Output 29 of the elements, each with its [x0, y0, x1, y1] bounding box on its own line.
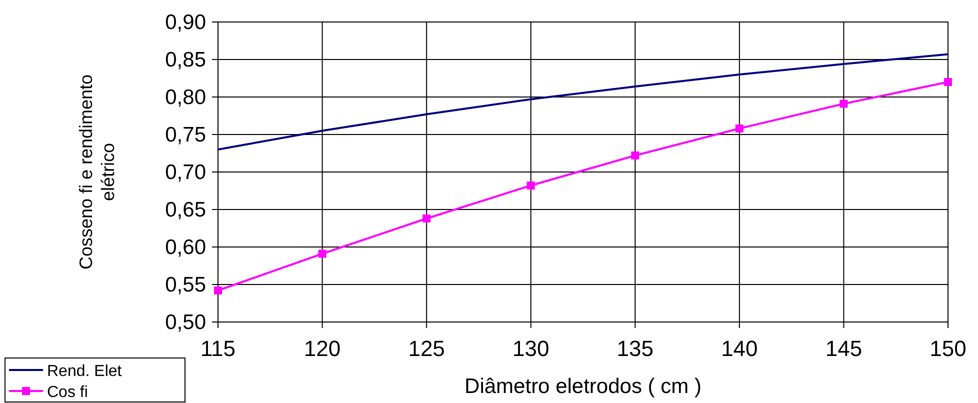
point	[735, 124, 744, 132]
y-tick-label: 0,90	[165, 11, 206, 34]
y-axis-title: Cosseno fi e rendimento elétrico	[76, 74, 118, 270]
y-tick-label: 0,85	[165, 48, 206, 72]
y-tick-label: 0,55	[165, 274, 206, 296]
point	[318, 250, 326, 258]
y-tick-label: 0,60	[165, 236, 206, 259]
y-tick-label: 0,75	[165, 124, 206, 146]
x-tick-label: 135	[616, 336, 654, 361]
point	[631, 152, 640, 160]
y-tick-label: 0,70	[165, 161, 206, 184]
x-axis-title: Diâmetro eletrodos ( cm )	[464, 375, 702, 398]
x-tick-label: 140	[721, 336, 758, 361]
point	[214, 286, 222, 294]
x-tick-label: 145	[825, 336, 862, 361]
point	[526, 182, 535, 190]
legend-label: Cos fi	[47, 384, 88, 401]
y-tick-label: 0,50	[165, 311, 206, 334]
point	[944, 78, 952, 86]
y-tick-label: 0,65	[165, 198, 206, 222]
point	[840, 100, 848, 108]
x-tick-label: 120	[304, 336, 341, 361]
x-tick-label: 115	[200, 336, 236, 361]
legend-label: Rend. Elet	[47, 363, 122, 380]
point	[422, 214, 431, 222]
y-tick-label: 0,80	[165, 86, 206, 109]
x-tick-label: 150	[930, 336, 966, 361]
x-tick-label: 125	[408, 336, 445, 361]
x-tick-label: 130	[512, 336, 550, 361]
